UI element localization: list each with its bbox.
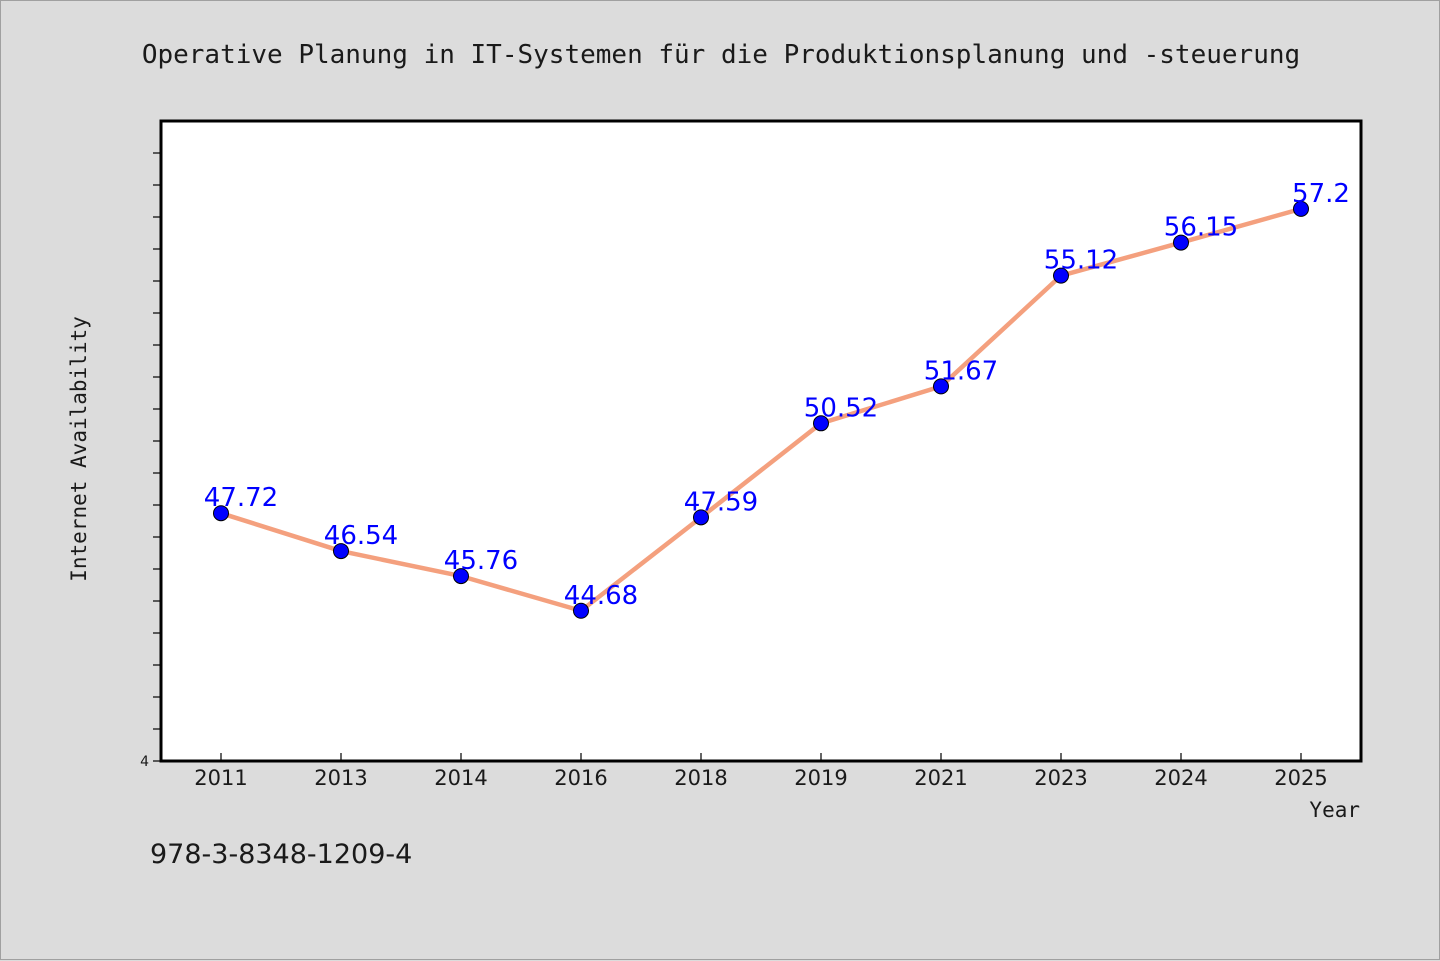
data-label: 50.52 xyxy=(804,393,878,423)
data-point xyxy=(693,509,709,526)
data-label: 45.76 xyxy=(444,546,518,576)
data-point xyxy=(1053,267,1069,284)
series-line-group xyxy=(218,206,1304,614)
data-label: 46.54 xyxy=(324,521,398,551)
data-label: 47.72 xyxy=(204,483,278,513)
data-point xyxy=(573,602,589,619)
series-line xyxy=(218,206,1304,614)
data-point xyxy=(1173,234,1189,251)
x-tick-label: 2018 xyxy=(674,766,727,790)
chart-title: Operative Planung in IT-Systemen für die… xyxy=(142,40,1300,70)
data-label: 57.2 xyxy=(1292,179,1350,209)
data-point xyxy=(453,568,469,585)
x-axis-title: Year xyxy=(1309,798,1360,822)
x-tick-label: 2011 xyxy=(194,766,247,790)
y-axis-title: Internet Availability xyxy=(67,316,91,582)
x-tick-label: 2024 xyxy=(1154,766,1207,790)
data-markers xyxy=(213,200,1309,619)
data-point xyxy=(213,505,229,522)
x-axis-ticks: 2011 2013 2014 2016 2018 2019 2021 2023 2024 2025 xyxy=(194,753,1328,790)
y-axis-ticks: 4 xyxy=(140,152,161,770)
data-point xyxy=(933,378,949,395)
data-point xyxy=(333,543,349,560)
data-label: 56.15 xyxy=(1164,213,1238,243)
x-tick-label: 2014 xyxy=(434,766,487,790)
x-tick-label: 2013 xyxy=(314,766,367,790)
data-point xyxy=(813,415,829,432)
data-labels: 47.72 46.54 45.76 44.68 47.59 50.52 51.67 55.12… xyxy=(204,179,1350,611)
x-tick-label: 2021 xyxy=(914,766,967,790)
data-label: 51.67 xyxy=(924,356,998,386)
x-tick-label: 2025 xyxy=(1274,766,1327,790)
x-tick-label: 2016 xyxy=(554,766,607,790)
y-tick-label: 4 xyxy=(140,754,149,770)
x-tick-label: 2023 xyxy=(1034,766,1087,790)
data-label: 44.68 xyxy=(564,581,638,611)
data-point xyxy=(1293,200,1309,217)
isbn-footer: 978-3-8348-1209-4 xyxy=(150,839,412,870)
plot-area xyxy=(159,119,1363,763)
data-label: 47.59 xyxy=(684,487,758,517)
x-tick-label: 2019 xyxy=(794,766,847,790)
data-label: 55.12 xyxy=(1044,246,1118,276)
